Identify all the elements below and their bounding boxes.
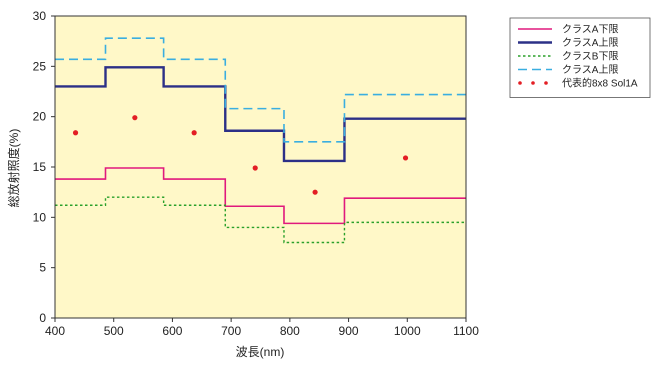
data-point: [312, 189, 318, 195]
x-axis-label: 波長(nm): [236, 345, 285, 359]
plot-area: [55, 16, 466, 318]
y-tick-label: 20: [33, 110, 47, 124]
y-axis-label: 総放射照度(%): [6, 129, 21, 208]
data-point: [72, 130, 79, 136]
legend-entry-label: クラスB下限: [562, 51, 618, 63]
legend-entry-label: クラスA上限: [562, 37, 618, 49]
x-tick-label: 500: [104, 324, 124, 338]
data-point: [132, 115, 138, 121]
legend-entry-label: 代表的8x8 Sol1A: [562, 77, 638, 90]
y-tick-label: 10: [33, 210, 47, 224]
series-line-4: [55, 37, 466, 143]
series-line-1: [55, 167, 466, 225]
x-tick-label: 800: [280, 324, 300, 338]
series-group: [55, 37, 466, 244]
y-tick-label: 0: [39, 311, 46, 325]
y-tick-label: 15: [33, 160, 47, 174]
x-tick-label: 1100: [453, 324, 479, 338]
data-point: [252, 165, 258, 171]
axis-ticks: 400 500 600 700 800 900 1000 1100 0 5 10 15 20 25 30: [33, 9, 480, 338]
x-tick-label: 700: [221, 324, 241, 338]
series-line-3: [55, 196, 466, 244]
series-line-2: [55, 66, 466, 163]
data-point: [402, 155, 409, 161]
y-tick-label: 30: [33, 9, 47, 23]
legend-entry-label: クラスA上限: [562, 64, 618, 76]
legend-swatch-dot: [544, 81, 548, 85]
x-tick-label: 600: [162, 324, 182, 338]
x-tick-label: 900: [339, 324, 359, 338]
y-tick-label: 25: [33, 59, 47, 73]
legend-entry-label: クラスA下限: [562, 24, 618, 36]
plot-frame: [54, 15, 467, 319]
y-tick-label: 5: [39, 261, 46, 275]
x-tick-label: 400: [45, 324, 65, 338]
data-point: [191, 130, 197, 136]
x-tick-label: 1000: [394, 324, 421, 338]
legend-swatch-dot: [531, 81, 535, 85]
legend-swatch-dot: [518, 81, 522, 85]
